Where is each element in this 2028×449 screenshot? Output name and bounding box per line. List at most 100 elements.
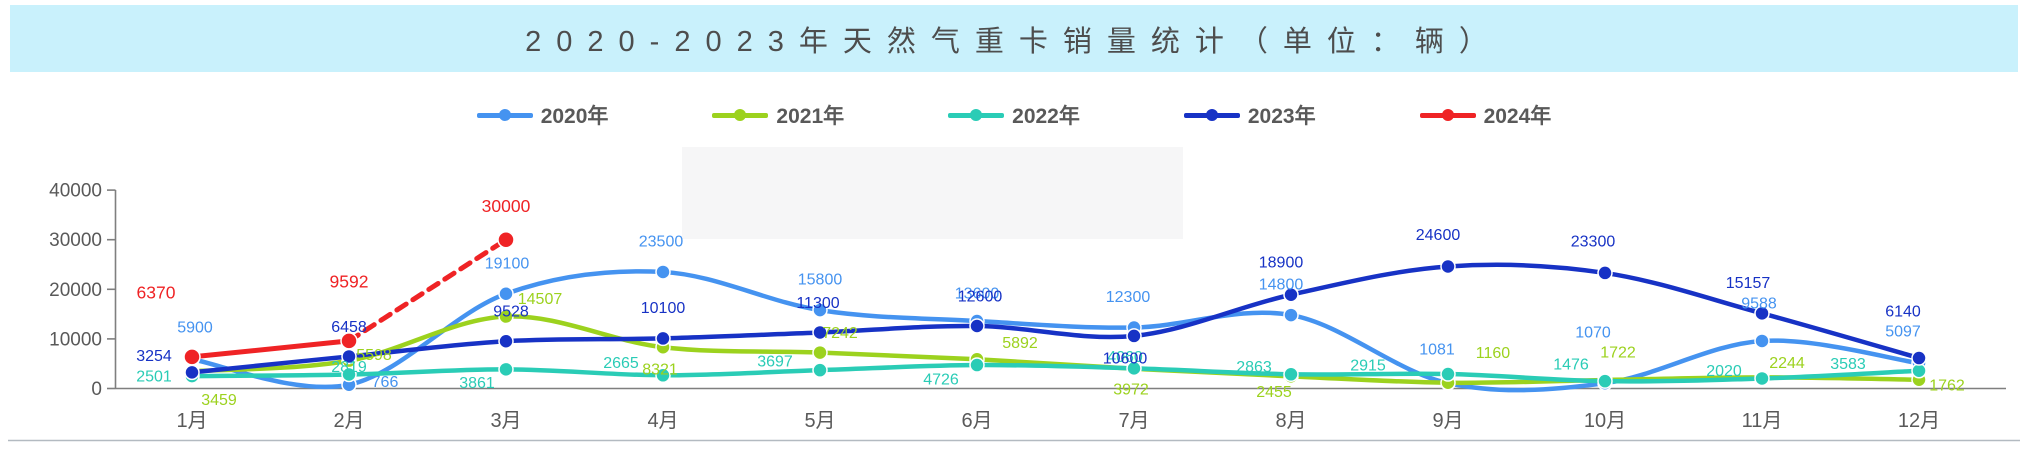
- x-axis-month-label: 1月: [176, 410, 207, 432]
- data-point-2022年: [1597, 373, 1613, 389]
- data-label-2023年: 3254: [136, 348, 172, 365]
- data-label-2021年: 3972: [1113, 381, 1149, 398]
- data-label-2023年: 23300: [1571, 233, 1616, 250]
- data-point-2023年: [969, 318, 985, 334]
- y-axis-tick-label: 30000: [49, 230, 102, 251]
- data-label-2022年: 4060: [1107, 349, 1143, 366]
- data-label-2023年: 18900: [1259, 254, 1304, 271]
- data-label-2023年: 6458: [331, 319, 367, 336]
- legend-dot-icon: [734, 109, 747, 121]
- data-label-2023年: 6140: [1885, 304, 1921, 321]
- x-axis-month-label: 5月: [804, 410, 835, 432]
- data-label-2021年: 8321: [642, 362, 678, 379]
- data-label-2021年: 2244: [1769, 355, 1805, 372]
- series-line-2023年: [189, 262, 1922, 375]
- data-label-2023年: 10600: [1103, 350, 1148, 367]
- x-axis-month-label: 4月: [647, 410, 678, 432]
- data-point-2023年: [655, 330, 671, 347]
- data-label-2022年: 3583: [1830, 356, 1866, 373]
- y-axis-tick-label: 10000: [49, 329, 102, 350]
- data-point-2020年: [812, 302, 828, 318]
- data-label-2020年: 5900: [177, 320, 213, 337]
- legend-marker-icon: [1419, 109, 1476, 121]
- data-point-2023年: [1597, 265, 1613, 281]
- legend-dot-icon: [1205, 109, 1218, 121]
- data-point-2022年: [1126, 360, 1142, 377]
- legend-item-2023: 2023年: [1183, 100, 1316, 130]
- data-point-2020年: [1283, 307, 1299, 323]
- data-label-2023年: 10100: [641, 300, 686, 317]
- data-point-2023年: [1283, 287, 1299, 303]
- legend-item-2020: 2020年: [476, 100, 609, 130]
- title-banner: 2020-2023年天然气重卡销量统计（单位：辆）: [10, 5, 2018, 72]
- data-label-2024年: 9592: [330, 271, 369, 291]
- data-point-2022年: [655, 367, 671, 384]
- legend-dot-icon: [970, 109, 983, 121]
- data-point-2024年: [183, 348, 201, 366]
- data-label-2021年: 7242: [822, 325, 858, 342]
- data-point-2021年: [812, 344, 828, 361]
- data-label-2022年: 4726: [923, 372, 959, 389]
- x-axis-month-label: 11月: [1742, 410, 1783, 432]
- data-label-2021年: 5892: [1002, 335, 1038, 352]
- series-line-dashed-2024年: [346, 237, 509, 344]
- data-label-2021年: 3459: [201, 392, 237, 409]
- data-label-2023年: 11300: [796, 295, 839, 312]
- data-point-2022年: [969, 357, 985, 373]
- data-point-2022年: [1440, 366, 1456, 382]
- data-label-2022年: 2863: [1236, 359, 1272, 376]
- data-label-2020年: 13600: [955, 286, 1000, 303]
- legend-dot-icon: [498, 109, 511, 121]
- data-label-2020年: 19100: [485, 255, 530, 272]
- data-point-2023年: [498, 333, 514, 349]
- data-point-2022年: [1911, 362, 1927, 379]
- x-axis-month-label: 6月: [961, 410, 992, 432]
- x-axis-month-label: 12月: [1898, 410, 1940, 432]
- page-title: 2020-2023年天然气重卡销量统计（单位：辆）: [525, 25, 1503, 58]
- data-label-2020年: 12300: [1106, 289, 1151, 306]
- data-point-2023年: [812, 324, 828, 341]
- data-point-2020年: [655, 264, 671, 280]
- data-point-2022年: [341, 366, 357, 383]
- x-axis-month-label: 3月: [490, 410, 521, 432]
- data-point-2024年: [497, 230, 515, 249]
- x-axis-month-label: 2月: [333, 410, 364, 432]
- data-label-2022年: 2819: [331, 359, 367, 376]
- data-point-2022年: [498, 361, 514, 378]
- data-point-2024年: [340, 332, 358, 350]
- data-point-2023年: [1754, 305, 1770, 322]
- data-label-2020年: 5097: [1885, 324, 1921, 341]
- data-label-2021年: 1722: [1600, 344, 1636, 361]
- data-point-2023年: [1126, 328, 1142, 344]
- chart-legend: 2020年 2021年 2022年 2023年 2024年: [0, 98, 2028, 132]
- data-label-2022年: 3697: [757, 354, 793, 371]
- legend-label: 2020年: [540, 105, 609, 128]
- data-label-2022年: 3861: [459, 375, 495, 392]
- data-label-2022年: 1476: [1553, 357, 1589, 374]
- series-line-2024年: [189, 338, 352, 360]
- data-label-2020年: 9588: [1741, 295, 1777, 312]
- data-point-2022年: [1754, 370, 1770, 387]
- data-point-2023年: [184, 364, 200, 381]
- data-label-2021年: 1762: [1929, 377, 1965, 394]
- series-line-2022年: [189, 362, 1922, 384]
- data-label-2024年: 30000: [482, 196, 531, 216]
- legend-marker-icon: [1183, 109, 1240, 121]
- legend-marker-icon: [948, 109, 1005, 121]
- legend-item-2021: 2021年: [712, 100, 844, 130]
- data-label-2023年: 15157: [1726, 275, 1771, 292]
- data-label-2020年: 766: [372, 374, 399, 391]
- data-label-2022年: 2915: [1350, 358, 1386, 375]
- data-label-2021年: 14507: [518, 291, 563, 308]
- y-axis-tick-label: 0: [91, 379, 102, 400]
- data-label-2022年: 2665: [603, 355, 639, 372]
- data-label-2020年: 14800: [1259, 277, 1304, 294]
- legend-marker-icon: [476, 109, 533, 121]
- data-point-2023年: [1911, 350, 1927, 366]
- legend-dot-icon: [1441, 109, 1454, 121]
- data-point-2020年: [498, 286, 514, 302]
- legend-marker-icon: [712, 109, 769, 121]
- data-label-2023年: 12600: [958, 289, 1003, 306]
- legend-label: 2024年: [1483, 105, 1552, 128]
